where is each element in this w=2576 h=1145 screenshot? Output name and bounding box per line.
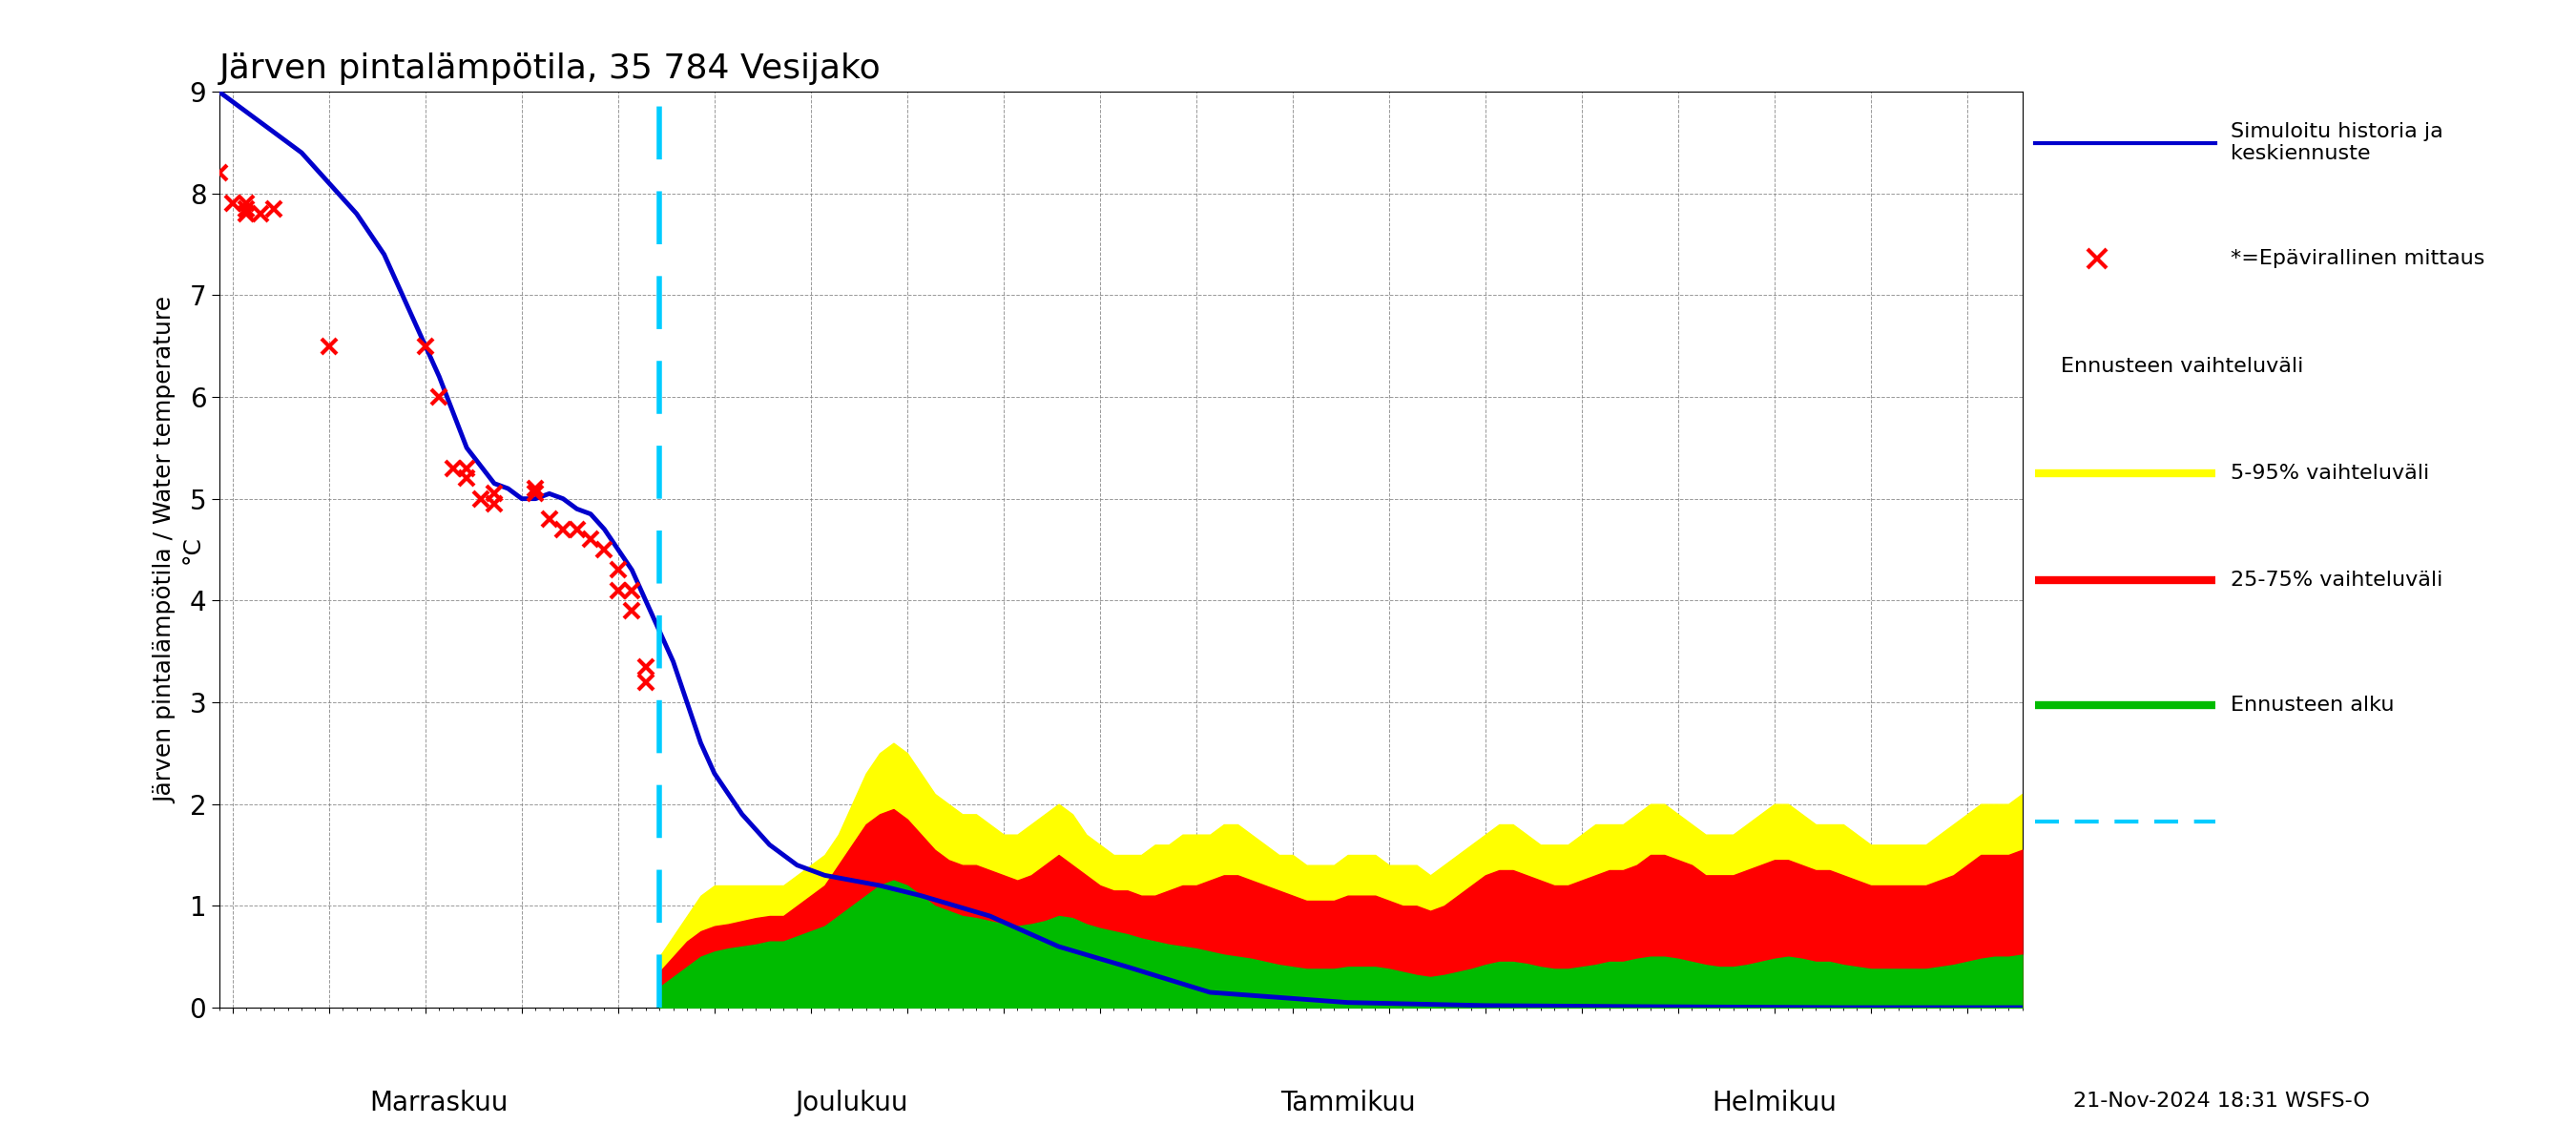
Text: Ennusteen alku: Ennusteen alku	[2231, 696, 2396, 714]
Text: *=Epävirallinen mittaus: *=Epävirallinen mittaus	[2231, 250, 2486, 268]
Text: Helmikuu: Helmikuu	[1713, 1090, 1837, 1116]
Text: Tammikuu: Tammikuu	[1280, 1090, 1414, 1116]
Text: Marraskuu: Marraskuu	[371, 1090, 507, 1116]
Text: 25-75% vaihteluväli: 25-75% vaihteluväli	[2231, 570, 2442, 590]
Text: Ennusteen vaihteluväli: Ennusteen vaihteluväli	[2061, 356, 2303, 376]
Text: 5-95% vaihteluväli: 5-95% vaihteluväli	[2231, 464, 2429, 483]
Y-axis label: Järven pintalämpötila / Water temperature
°C: Järven pintalämpötila / Water temperatur…	[155, 297, 204, 803]
Text: Simuloitu historia ja
keskiennuste: Simuloitu historia ja keskiennuste	[2231, 123, 2442, 164]
Text: 21-Nov-2024 18:31 WSFS-O: 21-Nov-2024 18:31 WSFS-O	[2074, 1091, 2370, 1111]
Text: Joulukuu: Joulukuu	[796, 1090, 909, 1116]
Text: Järven pintalämpötila, 35 784 Vesijako: Järven pintalämpötila, 35 784 Vesijako	[219, 53, 881, 85]
